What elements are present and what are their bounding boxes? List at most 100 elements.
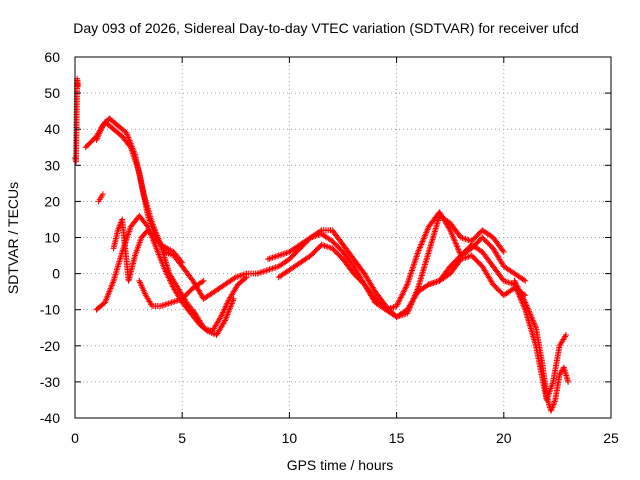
data-point (264, 253, 281, 263)
data-point (393, 307, 409, 320)
data-point (457, 242, 474, 259)
data-point (522, 277, 529, 284)
data-point (532, 324, 546, 366)
data-point (213, 318, 228, 338)
y-tick-label: 20 (44, 193, 60, 209)
data-point (393, 282, 410, 310)
y-tick-label: -10 (40, 302, 60, 318)
data-point (329, 238, 345, 254)
y-tick-label: 10 (44, 230, 60, 246)
data-point (127, 214, 142, 230)
data-point (340, 248, 356, 269)
x-tick-label: 25 (603, 430, 619, 446)
data-point (275, 257, 292, 270)
data-point (329, 227, 346, 247)
data-point (490, 263, 506, 283)
y-tick-label: -30 (40, 374, 60, 390)
data-point (179, 259, 186, 266)
chart-title: Day 093 of 2026, Sidereal Day-to-day VTE… (73, 20, 579, 36)
y-tick-label: -40 (40, 410, 60, 426)
data-point (286, 242, 302, 255)
x-tick-label: 0 (71, 430, 79, 446)
data-point (500, 248, 507, 255)
data-point (490, 245, 506, 268)
data-point (153, 245, 168, 272)
data-point (189, 278, 206, 292)
data-point (404, 250, 421, 288)
data-point (73, 77, 81, 165)
data-point (350, 270, 367, 287)
data-point (560, 364, 571, 384)
data-point (275, 267, 292, 281)
data-point (297, 235, 313, 248)
x-tick-label: 15 (389, 430, 405, 446)
x-tick-label: 20 (496, 430, 512, 446)
y-tick-label: -20 (40, 338, 60, 354)
series-track-10 (425, 241, 569, 403)
data-point (222, 275, 238, 288)
data-point (415, 282, 431, 295)
data-point (372, 288, 388, 308)
data-point (447, 227, 464, 258)
series-track-5 (95, 191, 106, 205)
series-track-8 (264, 212, 507, 320)
data-point (142, 292, 155, 308)
series-track-11 (511, 277, 572, 414)
data-point (170, 248, 185, 265)
data-point (556, 333, 569, 349)
y-tick-label: 30 (44, 157, 60, 173)
data-point (157, 299, 173, 310)
series-track-1 (72, 75, 82, 165)
x-tick-label: 5 (178, 430, 186, 446)
data-point (200, 289, 217, 302)
data-point (436, 264, 453, 284)
data-point (511, 270, 527, 283)
x-tick-label: 10 (282, 430, 298, 446)
data-point (110, 250, 125, 284)
data-point (275, 249, 291, 259)
data-point (119, 216, 132, 283)
series-track-7 (136, 277, 207, 310)
data-point (200, 277, 207, 284)
data-point (511, 277, 528, 305)
data-point (318, 227, 334, 234)
data-point (562, 331, 569, 338)
data-point (243, 270, 259, 277)
data-point (350, 256, 367, 276)
data-point (565, 378, 572, 385)
data-point (93, 124, 106, 144)
data-point (243, 274, 250, 281)
data-point (140, 191, 155, 225)
data-point (479, 234, 495, 251)
data-point (136, 212, 150, 229)
data-point (457, 253, 474, 263)
grid-lines (75, 57, 611, 418)
series-track-4 (93, 212, 237, 338)
data-point (479, 248, 496, 269)
data-point (340, 256, 356, 276)
data-point (318, 241, 334, 251)
data-point (183, 299, 197, 315)
data-point (110, 228, 121, 252)
data-point (340, 241, 356, 261)
data-point (132, 236, 144, 259)
data-point (522, 299, 539, 330)
axis-ticks: 0 5 10 15 20 25 -40 -30 -20 -10 0 10 20 30 40 50 60 (40, 49, 619, 446)
x-axis-label: GPS time / hours (287, 457, 394, 473)
data-point (164, 245, 176, 255)
data-point (307, 228, 324, 241)
data-point (230, 295, 237, 302)
y-tick-label: 50 (44, 85, 60, 101)
data-point (168, 296, 184, 306)
data-point (114, 122, 129, 135)
y-tick-label: 0 (52, 266, 60, 282)
data-point (552, 373, 563, 403)
data-point (209, 315, 223, 335)
data-point (447, 253, 463, 270)
data-point (102, 279, 116, 306)
data-point (468, 252, 485, 269)
data-point (361, 270, 378, 294)
data-point (123, 129, 138, 156)
data-point (222, 297, 237, 324)
